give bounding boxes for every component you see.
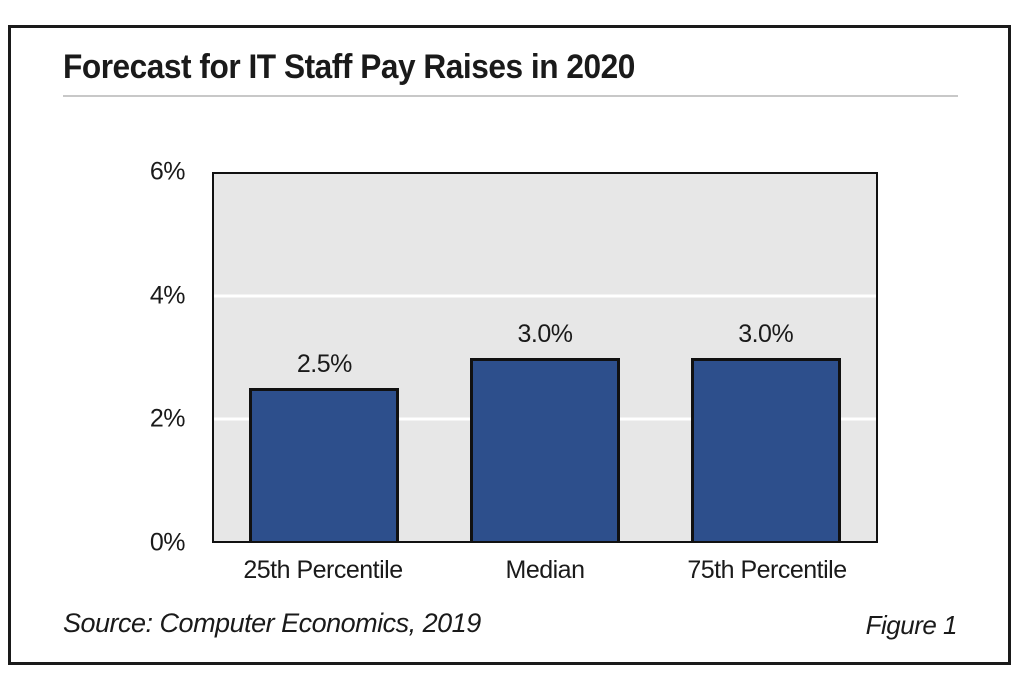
y-tick-label-2pct: 2% (149, 404, 186, 433)
bar-group-75th-percentile: 3.0% (655, 174, 876, 541)
bar-value-label-median: 3.0% (517, 319, 573, 348)
bar-value-label-75th-percentile: 3.0% (738, 319, 794, 348)
bar-75th-percentile (690, 357, 841, 541)
bar-group-median: 3.0% (435, 174, 656, 541)
x-tick-label-25th-percentile: 25th Percentile (243, 556, 403, 584)
bar-value-label-25th-percentile: 2.5% (296, 350, 352, 379)
x-axis-labels: 25th Percentile Median 75th Percentile (212, 556, 878, 585)
y-axis-tick-labels: 0% 2% 4% 6% (80, 158, 186, 557)
y-tick-label-4pct: 4% (149, 281, 186, 310)
bar-group-25th-percentile: 2.5% (214, 174, 435, 541)
x-tick-label-median: Median (505, 556, 586, 584)
chart-title: Forecast for IT Staff Pay Raises in 2020 (63, 48, 635, 86)
title-divider (63, 95, 958, 97)
gridline-4pct (214, 294, 876, 298)
figure-number: Figure 1 (865, 610, 958, 640)
y-tick-label-0pct: 0% (149, 528, 186, 557)
bar-25th-percentile (249, 388, 400, 541)
bar-median (470, 357, 620, 541)
y-tick-label-6pct: 6% (149, 157, 186, 186)
plot-area: 2.5% 3.0% 3.0% (212, 172, 878, 543)
source-note: Source: Computer Economics, 2019 (63, 608, 481, 638)
x-tick-label-75th-percentile: 75th Percentile (687, 556, 847, 584)
